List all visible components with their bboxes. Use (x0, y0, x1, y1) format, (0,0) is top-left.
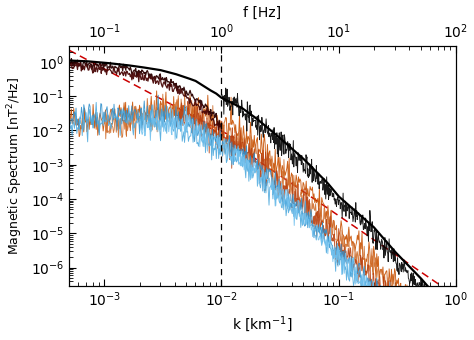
Y-axis label: Magnetic Spectrum [nT$^2$/Hz]: Magnetic Spectrum [nT$^2$/Hz] (6, 76, 25, 255)
X-axis label: f [Hz]: f [Hz] (243, 5, 282, 20)
X-axis label: k [km$^{-1}$]: k [km$^{-1}$] (232, 314, 293, 335)
